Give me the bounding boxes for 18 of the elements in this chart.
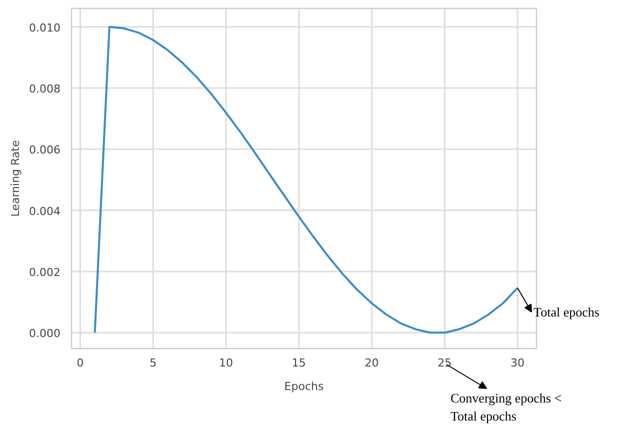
text: Converging epochs < Total epochs [450,390,562,424]
line-series [94,26,519,334]
y-tick-label: 0.002 [29,266,61,279]
x-tick-label: 25 [438,356,452,370]
y-tick-label: 0.000 [29,327,61,340]
x-axis-title: Epochs [284,380,324,393]
x-tick-label: 20 [364,356,379,370]
y-tick-label: 0.006 [29,144,61,157]
x-tick-label: 10 [219,356,234,370]
x-tick-label: 15 [292,356,306,370]
x-tick-label: 30 [510,356,525,370]
x-tick-label: 0 [76,356,84,370]
y-tick-label: 0.010 [29,21,61,34]
y-tick-label: 0.008 [29,82,61,96]
y-axis-title: Learning Rate [9,140,22,217]
y-tick-label: 0.004 [29,204,61,218]
annotation: Total epochs [534,304,600,320]
x-tick-label: 5 [150,356,157,370]
